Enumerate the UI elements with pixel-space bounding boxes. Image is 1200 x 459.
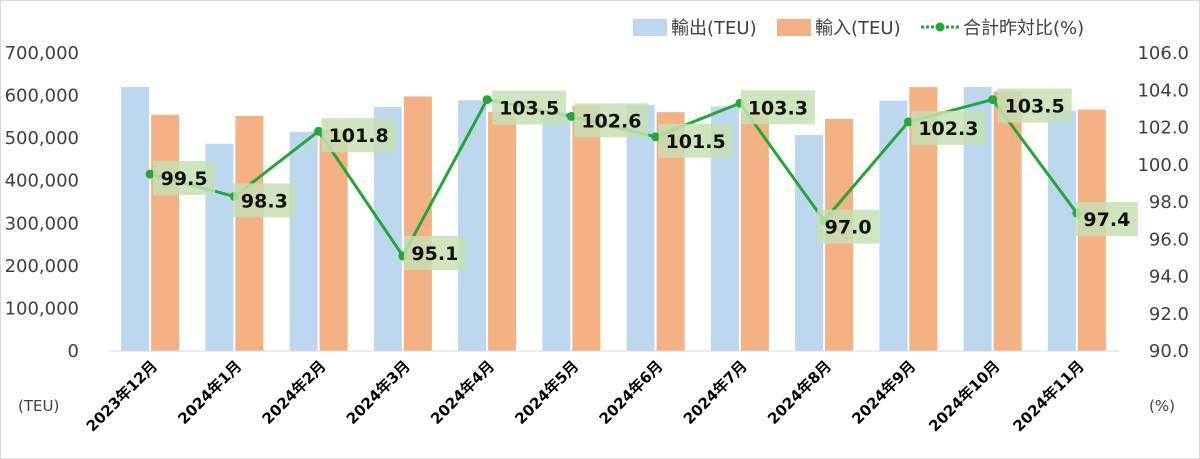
export-bar-7	[626, 104, 655, 352]
data-label-box-3	[321, 118, 396, 153]
x-axis-ticks: 2023年12月 2024年1月 2024年2月 2024年3月 2024年4月 2024…	[83, 357, 1088, 435]
left-axis-tick-200000: 200,000	[5, 256, 79, 277]
data-label-2: 98.3	[241, 190, 288, 212]
right-axis-tick-96-0: 96.0	[1149, 229, 1189, 250]
left-axis-tick-400000: 400,000	[5, 171, 79, 192]
data-label-12: 97.4	[1083, 209, 1130, 231]
x-axis-tick-3: 2024年2月	[259, 357, 330, 428]
x-axis-tick-5: 2024年4月	[427, 357, 498, 428]
import-bar-4	[403, 96, 432, 352]
left-axis-tick-100000: 100,000	[5, 298, 79, 319]
data-label-box-2	[233, 183, 296, 218]
right-axis-tick-100-0: 100.0	[1137, 155, 1189, 176]
right-axis-unit: (%)	[1149, 397, 1175, 415]
data-label-box-6	[574, 103, 649, 138]
x-axis-tick-4: 2024年3月	[343, 357, 414, 428]
data-label-box-4	[403, 236, 466, 271]
legend-line-marker-3	[935, 22, 945, 32]
bars-layer	[121, 87, 1106, 352]
import-bar-3	[319, 129, 348, 351]
export-bar-3	[289, 131, 318, 351]
yoy-ratio-point-11	[988, 95, 998, 105]
x-axis-tick-8: 2024年7月	[680, 357, 751, 428]
right-axis-tick-94-0: 94.0	[1149, 267, 1189, 288]
legend-swatch-2	[777, 19, 811, 36]
legend-label-2: 輸入(TEU)	[815, 18, 901, 39]
yoy-ratio-point-1	[145, 169, 155, 179]
x-axis-tick-9: 2024年8月	[764, 357, 835, 428]
data-label-7: 101.5	[666, 131, 726, 153]
right-axis-tick-92-0: 92.0	[1149, 304, 1189, 325]
data-label-box-10	[911, 110, 986, 145]
legend-label-1: 輸出(TEU)	[671, 18, 757, 39]
data-label-11: 103.5	[1005, 96, 1065, 118]
legend-swatch-1	[633, 19, 667, 36]
data-label-8: 103.3	[748, 97, 808, 119]
legend-label-3: 合計昨対比(%)	[963, 18, 1084, 39]
yoy-ratio-point-5	[482, 95, 492, 105]
yoy-ratio-point-6	[566, 111, 576, 121]
data-label-10: 102.3	[918, 118, 978, 140]
x-axis-tick-7: 2024年6月	[596, 357, 667, 428]
right-axis-tick-90-0: 90.0	[1149, 341, 1189, 362]
data-label-box-8	[740, 90, 815, 125]
import-bar-8	[740, 113, 769, 352]
data-label-box-11	[997, 88, 1072, 123]
export-bar-5	[458, 100, 487, 351]
data-label-4: 95.1	[411, 243, 458, 265]
legend: 輸出(TEU) 輸入(TEU) 合計昨対比(%)	[633, 18, 1084, 39]
export-bar-1	[121, 87, 150, 352]
import-bar-1	[151, 114, 180, 351]
x-axis-tick-12: 2024年11月	[1009, 357, 1087, 435]
import-bar-11	[993, 91, 1022, 352]
import-bar-5	[488, 111, 517, 352]
import-bar-2	[235, 116, 264, 352]
export-bar-10	[879, 100, 908, 352]
left-axis-tick-600000: 600,000	[5, 86, 79, 107]
data-label-3: 101.8	[329, 125, 389, 147]
x-axis-tick-10: 2024年9月	[848, 357, 919, 428]
x-axis-tick-1: 2023年12月	[83, 357, 161, 435]
right-axis-tick-98-0: 98.0	[1149, 192, 1189, 213]
right-axis-tick-104-0: 104.0	[1137, 80, 1189, 101]
yoy-ratio-point-7	[651, 132, 661, 142]
data-label-5: 103.5	[499, 98, 559, 120]
left-axis-tick-500000: 500,000	[5, 128, 79, 149]
import-bar-6	[572, 105, 601, 351]
export-bar-12	[1047, 110, 1076, 351]
right-axis-tick-106-0: 106.0	[1137, 43, 1189, 64]
right-axis-ticks: 90.0 92.0 94.0 96.0 98.0 100.0 102.0 104.0 106.0	[1137, 43, 1189, 362]
yoy-ratio-point-3	[314, 126, 324, 136]
left-axis-ticks: 0 100,000 200,000 300,000 400,000 500,000 600,…	[5, 43, 79, 362]
data-label-box-9	[817, 209, 880, 244]
left-axis-tick-700000: 700,000	[5, 43, 79, 64]
left-axis-tick-0: 0	[68, 341, 79, 362]
data-label-9: 97.0	[825, 217, 872, 239]
data-labels-layer: 99.5 98.3 101.8 95.1 103.5 102.6 101.5 103.3 97.…	[153, 88, 1138, 271]
x-axis-tick-2: 2024年1月	[174, 357, 245, 428]
left-axis-unit: (TEU)	[18, 397, 59, 415]
data-label-box-12	[1075, 202, 1138, 237]
export-bar-6	[542, 112, 571, 351]
right-axis-tick-102-0: 102.0	[1137, 118, 1189, 139]
x-axis-tick-11: 2024年10月	[925, 357, 1003, 435]
x-axis-tick-6: 2024年5月	[511, 357, 582, 428]
data-label-1: 99.5	[161, 168, 208, 190]
data-label-box-5	[492, 90, 567, 125]
left-axis-tick-300000: 300,000	[5, 213, 79, 234]
data-label-box-7	[658, 123, 733, 158]
data-label-box-1	[153, 161, 216, 196]
data-label-6: 102.6	[581, 110, 641, 132]
yoy-ratio-point-10	[903, 117, 913, 127]
